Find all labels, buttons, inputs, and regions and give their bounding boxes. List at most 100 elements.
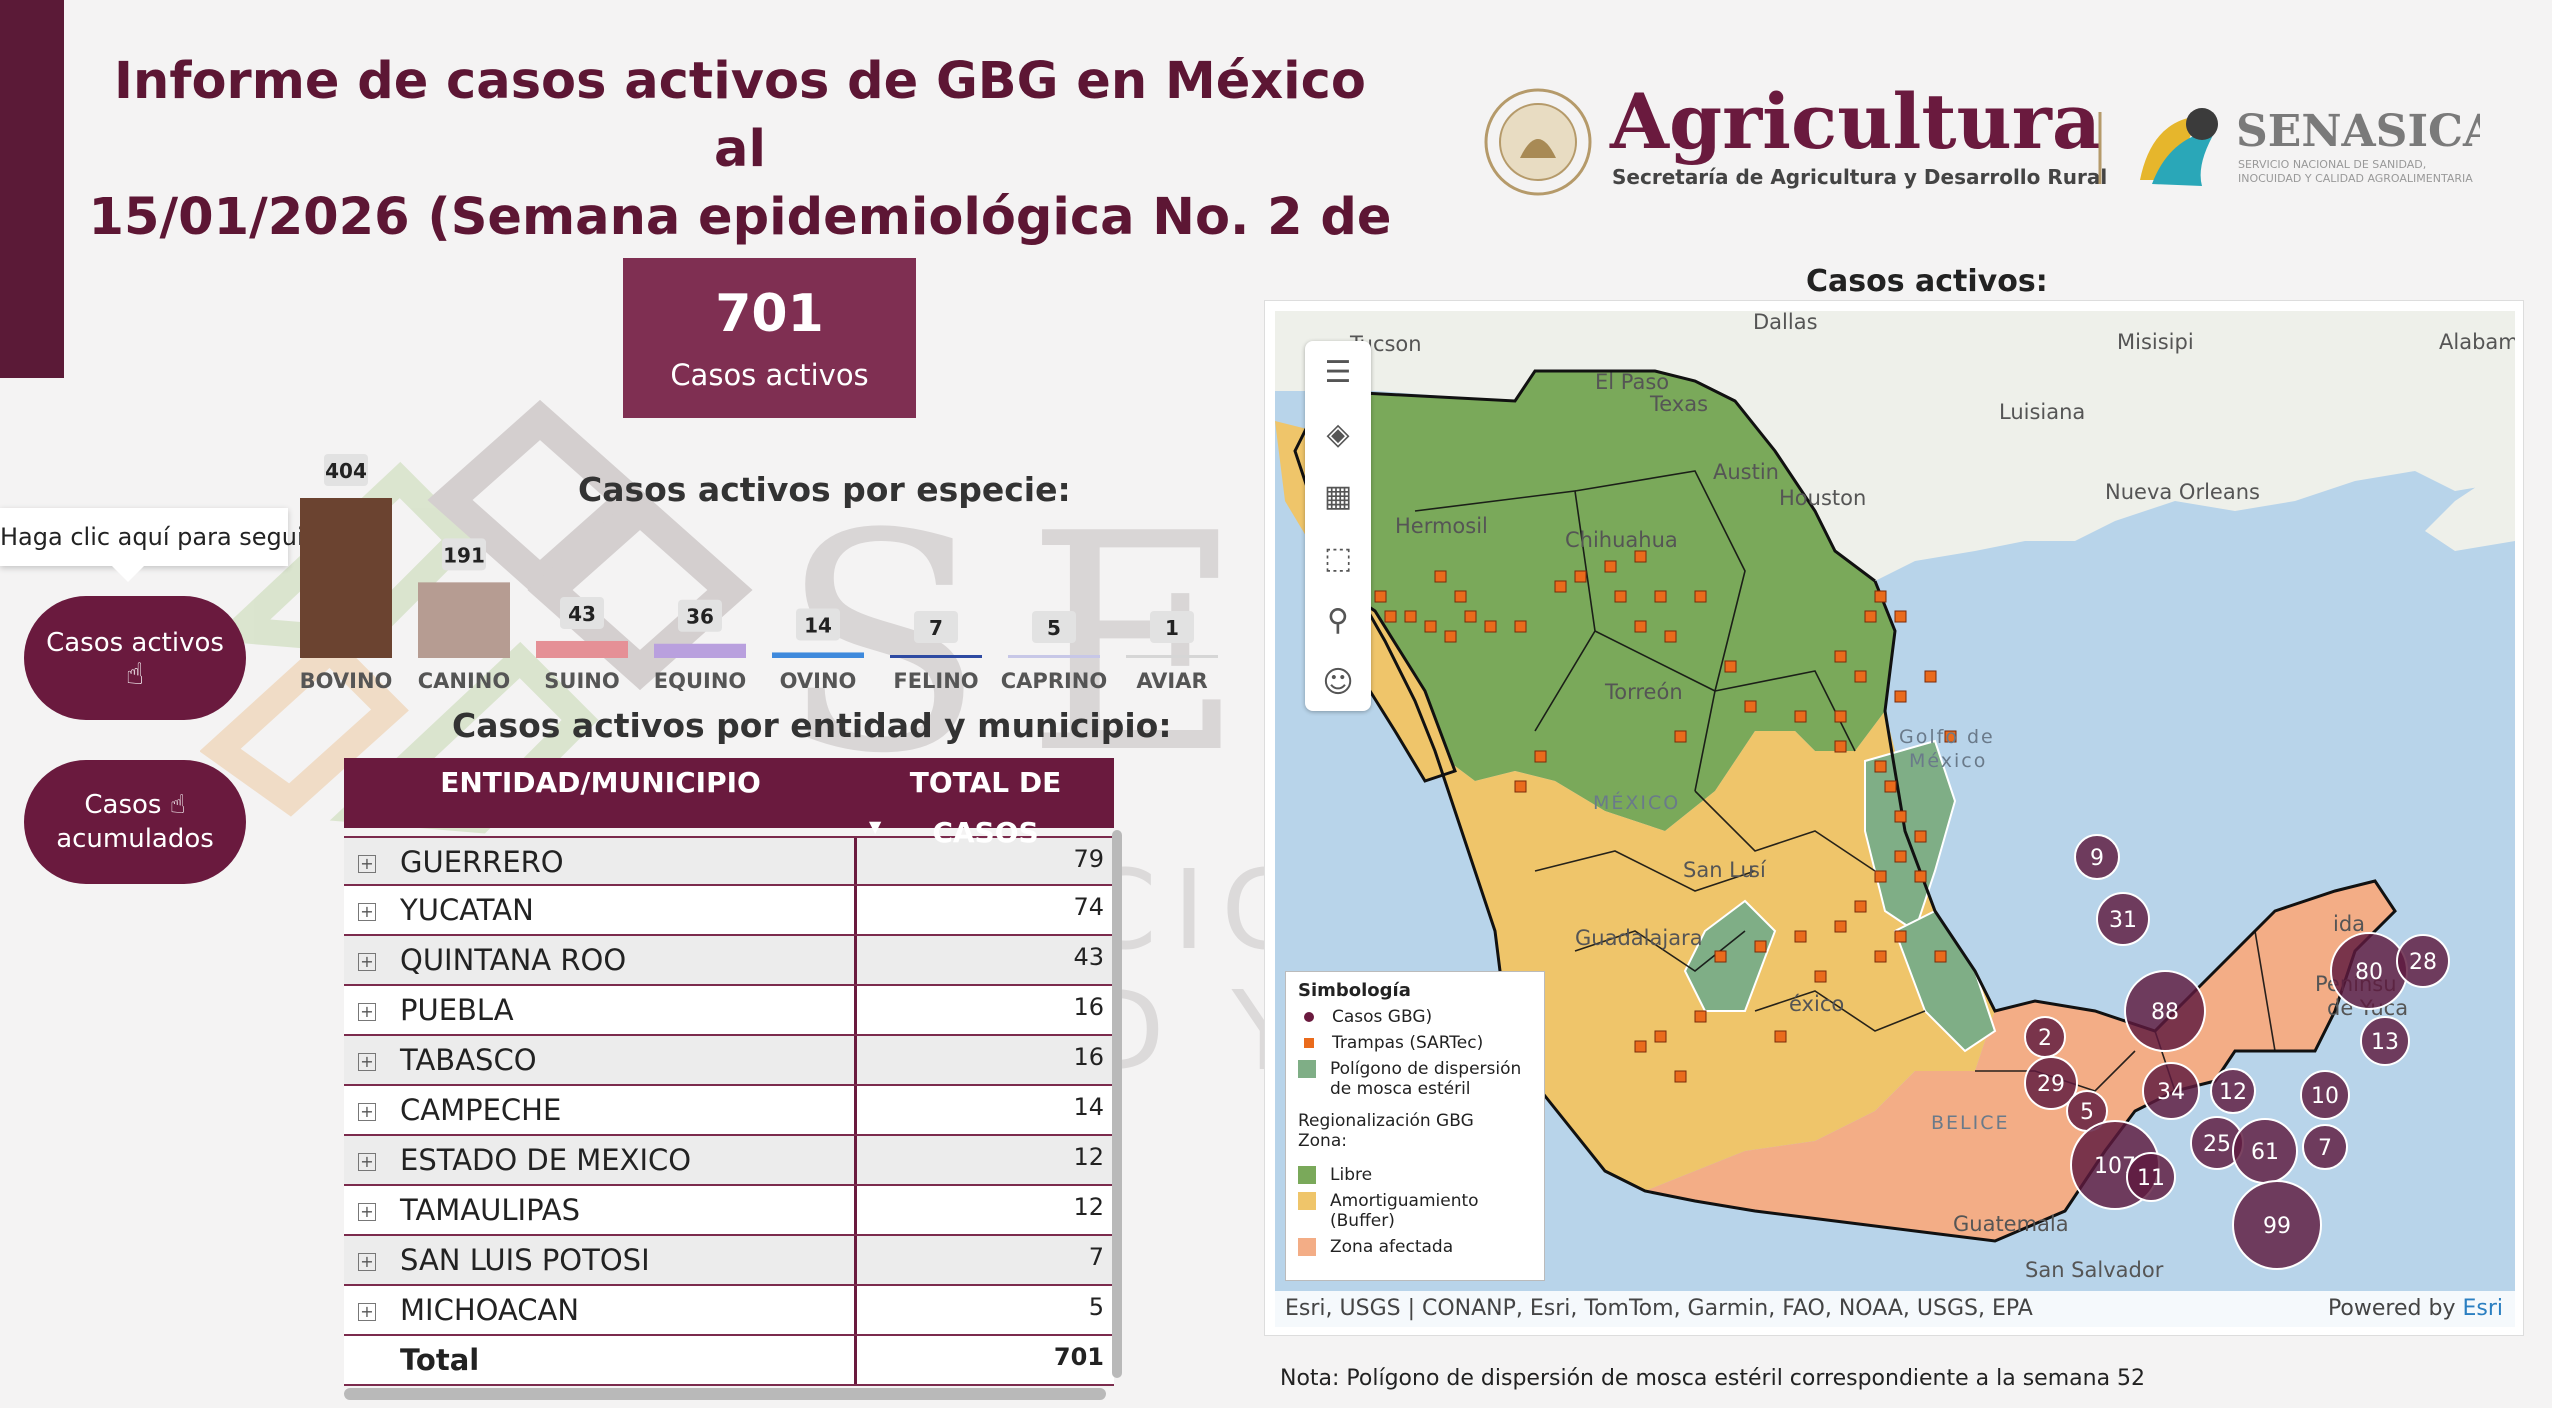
col-header-entity[interactable]: ENTIDAD/MUNICIPIO bbox=[440, 766, 761, 799]
case-cluster[interactable] bbox=[2302, 1124, 2348, 1170]
row-total: 16 bbox=[1073, 993, 1104, 1021]
expand-icon[interactable]: + bbox=[358, 1003, 376, 1021]
layers-icon[interactable]: ◈ bbox=[1326, 416, 1350, 452]
table-row[interactable]: + CAMPECHE 14 bbox=[344, 1086, 1114, 1136]
table-vertical-scrollbar[interactable] bbox=[1112, 830, 1122, 1378]
table-header: ENTIDAD/MUNICIPIO TOTAL DE CASOS ▼ bbox=[344, 758, 1114, 849]
trap-marker bbox=[1894, 850, 1907, 863]
case-cluster[interactable] bbox=[2074, 834, 2120, 880]
affected-zone-swatch-icon bbox=[1298, 1238, 1316, 1256]
svg-text:Guadalajara: Guadalajara bbox=[1575, 926, 1703, 950]
polygon-swatch-icon bbox=[1298, 1060, 1316, 1078]
expand-icon[interactable]: + bbox=[358, 855, 376, 873]
bar-felino[interactable] bbox=[890, 655, 982, 658]
case-cluster[interactable] bbox=[2396, 934, 2450, 988]
cluster-count: 7 bbox=[2318, 1136, 2332, 1161]
trap-marker bbox=[1384, 610, 1397, 623]
row-total: 12 bbox=[1073, 1143, 1104, 1171]
trap-marker bbox=[1854, 900, 1867, 913]
trap-marker bbox=[1694, 1010, 1707, 1023]
expand-icon[interactable]: + bbox=[358, 1303, 376, 1321]
trap-marker bbox=[1914, 870, 1927, 883]
trap-marker bbox=[1434, 570, 1447, 583]
case-cluster[interactable] bbox=[2126, 1152, 2176, 1202]
table-row[interactable]: + YUCATAN 74 bbox=[344, 886, 1114, 936]
accumulated-cases-button[interactable]: Casos ☝ acumulados bbox=[24, 760, 246, 884]
trap-marker bbox=[1634, 1040, 1647, 1053]
cluster-count: 13 bbox=[2371, 1030, 2399, 1055]
svg-text:Torreón: Torreón bbox=[1604, 680, 1683, 704]
svg-text:Guatemala: Guatemala bbox=[1953, 1212, 2069, 1236]
bar-caprino[interactable] bbox=[1008, 655, 1100, 658]
bar-value-box bbox=[678, 599, 722, 632]
case-cluster[interactable] bbox=[2300, 1070, 2350, 1120]
search-icon[interactable]: ⚲ bbox=[1327, 602, 1349, 638]
bar-value-label: 7 bbox=[929, 616, 943, 640]
trap-marker bbox=[1464, 610, 1477, 623]
cluster-count: 12 bbox=[2219, 1080, 2247, 1105]
table-row[interactable]: + ESTADO DE MEXICO 12 bbox=[344, 1136, 1114, 1186]
expand-icon[interactable]: + bbox=[358, 1253, 376, 1271]
table-row[interactable]: + TABASCO 16 bbox=[344, 1036, 1114, 1086]
table-row[interactable]: + MICHOACAN 5 bbox=[344, 1286, 1114, 1336]
trap-marker bbox=[1874, 870, 1887, 883]
expand-icon[interactable]: + bbox=[358, 1203, 376, 1221]
case-cluster[interactable] bbox=[2142, 1062, 2200, 1120]
bar-canino[interactable] bbox=[418, 582, 510, 658]
bar-aviar[interactable] bbox=[1126, 655, 1218, 658]
case-cluster[interactable] bbox=[2232, 1180, 2322, 1270]
case-cluster[interactable] bbox=[2096, 892, 2150, 946]
bar-value-label: 14 bbox=[804, 613, 832, 637]
bar-value-label: 36 bbox=[686, 605, 714, 629]
bar-value-box bbox=[324, 454, 368, 486]
svg-text:Golfo de: Golfo de bbox=[1899, 726, 1995, 748]
active-cases-button[interactable]: Casos activos ☝ bbox=[24, 596, 246, 720]
svg-text:sí: sí bbox=[1749, 858, 1767, 882]
trap-marker bbox=[1714, 950, 1727, 963]
table-row[interactable]: + PUEBLA 16 bbox=[344, 986, 1114, 1036]
trap-marker bbox=[1454, 590, 1467, 603]
svg-text:Secretaría de Agricultura y De: Secretaría de Agricultura y Desarrollo R… bbox=[1612, 165, 2107, 189]
trap-marker bbox=[1664, 630, 1677, 643]
trap-marker bbox=[1614, 590, 1627, 603]
qr-code-icon[interactable]: ▦ bbox=[1323, 478, 1353, 514]
select-area-icon[interactable]: ⬚ bbox=[1323, 540, 1353, 576]
trap-marker bbox=[1794, 710, 1807, 723]
row-entity: TABASCO bbox=[400, 1043, 537, 1077]
map-canvas[interactable]: Tucson El Paso Dallas Texas Austin Houst… bbox=[1275, 311, 2515, 1327]
svg-text:Luisiana: Luisiana bbox=[1999, 400, 2085, 424]
table-row[interactable]: + SAN LUIS POTOSI 7 bbox=[344, 1236, 1114, 1286]
svg-text:Alabam: Alabam bbox=[2439, 330, 2515, 354]
expand-icon[interactable]: + bbox=[358, 953, 376, 971]
table-horizontal-scrollbar[interactable] bbox=[344, 1388, 1106, 1400]
svg-text:Houston: Houston bbox=[1779, 486, 1866, 510]
expand-icon[interactable]: + bbox=[358, 903, 376, 921]
table-row[interactable]: + GUERRERO 79 bbox=[344, 836, 1114, 886]
table-row[interactable]: + QUINTANA ROO 43 bbox=[344, 936, 1114, 986]
case-cluster[interactable] bbox=[2360, 1016, 2410, 1066]
bar-equino[interactable] bbox=[654, 643, 746, 658]
svg-text:Nueva Orleans: Nueva Orleans bbox=[2105, 480, 2260, 504]
expand-icon[interactable]: + bbox=[358, 1103, 376, 1121]
case-cluster[interactable] bbox=[2024, 1056, 2078, 1110]
col-header-total[interactable]: TOTAL DE CASOS ▼ bbox=[857, 758, 1114, 849]
trap-marker bbox=[1554, 580, 1567, 593]
user-icon[interactable]: ☺ bbox=[1322, 664, 1354, 700]
expand-icon[interactable]: + bbox=[358, 1153, 376, 1171]
menu-icon[interactable]: ☰ bbox=[1324, 354, 1352, 390]
bar-bovino[interactable] bbox=[300, 498, 392, 658]
cases-by-state-table: ENTIDAD/MUNICIPIO TOTAL DE CASOS ▼ + GUER… bbox=[344, 758, 1114, 1394]
cases-map[interactable]: Tucson El Paso Dallas Texas Austin Houst… bbox=[1264, 300, 2524, 1336]
table-row[interactable]: + TAMAULIPAS 12 bbox=[344, 1186, 1114, 1236]
esri-link[interactable]: Esri bbox=[2462, 1296, 2503, 1321]
bar-suino[interactable] bbox=[536, 640, 628, 658]
bar-ovino[interactable] bbox=[772, 652, 864, 658]
row-total: 74 bbox=[1073, 893, 1104, 921]
case-cluster[interactable] bbox=[2124, 970, 2206, 1052]
row-entity: ESTADO DE MEXICO bbox=[400, 1143, 692, 1177]
trap-marker bbox=[1834, 920, 1847, 933]
case-cluster[interactable] bbox=[2210, 1068, 2256, 1114]
senasica-emblem-icon bbox=[2140, 108, 2218, 186]
expand-icon[interactable]: + bbox=[358, 1053, 376, 1071]
trap-marker bbox=[1854, 670, 1867, 683]
